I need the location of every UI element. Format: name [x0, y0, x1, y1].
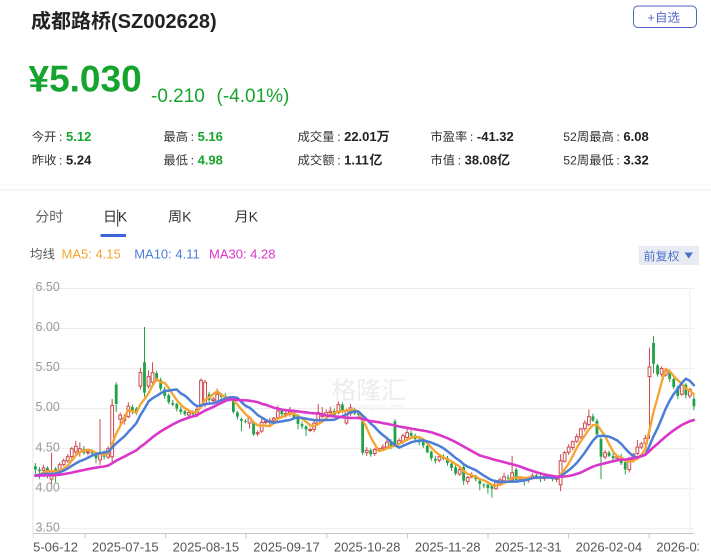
svg-text:2026-02-04: 2026-02-04: [576, 540, 643, 555]
svg-text:MA10: 4.11: MA10: 4.11: [134, 247, 200, 262]
svg-text::: :: [616, 130, 619, 144]
svg-text:2025-09-17: 2025-09-17: [253, 540, 320, 555]
svg-text:K: K: [182, 209, 192, 225]
svg-text:4.98: 4.98: [198, 153, 223, 168]
svg-text::: :: [616, 154, 619, 168]
svg-text:2025-10-28: 2025-10-28: [334, 540, 401, 555]
svg-text::: :: [337, 130, 340, 144]
svg-text:MA30: 4.28: MA30: 4.28: [209, 247, 276, 262]
svg-text:2026-03-09: 2026-03-09: [656, 540, 711, 555]
svg-text:6.00: 6.00: [36, 320, 60, 334]
svg-text:2025-06-12: 2025-06-12: [11, 540, 78, 555]
svg-text:5.16: 5.16: [198, 129, 223, 144]
svg-text::: :: [191, 130, 194, 144]
svg-text:-0.210: -0.210: [151, 86, 205, 107]
svg-text:2025-08-15: 2025-08-15: [173, 540, 240, 555]
svg-text:3.50: 3.50: [36, 520, 60, 534]
svg-text::: :: [470, 130, 473, 144]
svg-text::: :: [59, 130, 62, 144]
svg-text:6.08: 6.08: [623, 129, 648, 144]
svg-text::: :: [458, 154, 461, 168]
svg-text:2025-11-28: 2025-11-28: [415, 540, 481, 555]
svg-text:52: 52: [563, 130, 577, 144]
svg-text:22.01: 22.01: [344, 129, 377, 144]
svg-text:5.50: 5.50: [36, 360, 60, 374]
svg-text:4.50: 4.50: [36, 440, 60, 454]
svg-text:K: K: [249, 209, 259, 225]
svg-text:MA5: 4.15: MA5: 4.15: [62, 247, 121, 262]
svg-text:3.32: 3.32: [623, 153, 648, 168]
svg-text:(SZ002628): (SZ002628): [111, 11, 217, 33]
svg-text:5.24: 5.24: [66, 153, 92, 168]
svg-text::: :: [337, 154, 340, 168]
svg-text::: :: [59, 154, 62, 168]
svg-text:¥5.030: ¥5.030: [29, 59, 142, 100]
svg-text:+: +: [648, 11, 655, 25]
svg-text:38.08: 38.08: [465, 153, 498, 168]
svg-text:5.12: 5.12: [66, 129, 91, 144]
svg-text:5.00: 5.00: [36, 400, 60, 414]
svg-text:2025-12-31: 2025-12-31: [495, 540, 562, 555]
svg-text:4.00: 4.00: [36, 480, 60, 494]
svg-text:1.11: 1.11: [344, 153, 369, 168]
svg-text::: :: [191, 154, 194, 168]
svg-text:6.50: 6.50: [36, 280, 60, 294]
svg-text:(-4.01%): (-4.01%): [217, 86, 290, 107]
svg-text:2025-07-15: 2025-07-15: [92, 540, 159, 555]
svg-text:52: 52: [563, 154, 577, 168]
svg-text:-41.32: -41.32: [477, 129, 514, 144]
svg-text:www.gelonghui.com: www.gelonghui.com: [328, 402, 405, 412]
svg-text:K: K: [118, 209, 128, 225]
